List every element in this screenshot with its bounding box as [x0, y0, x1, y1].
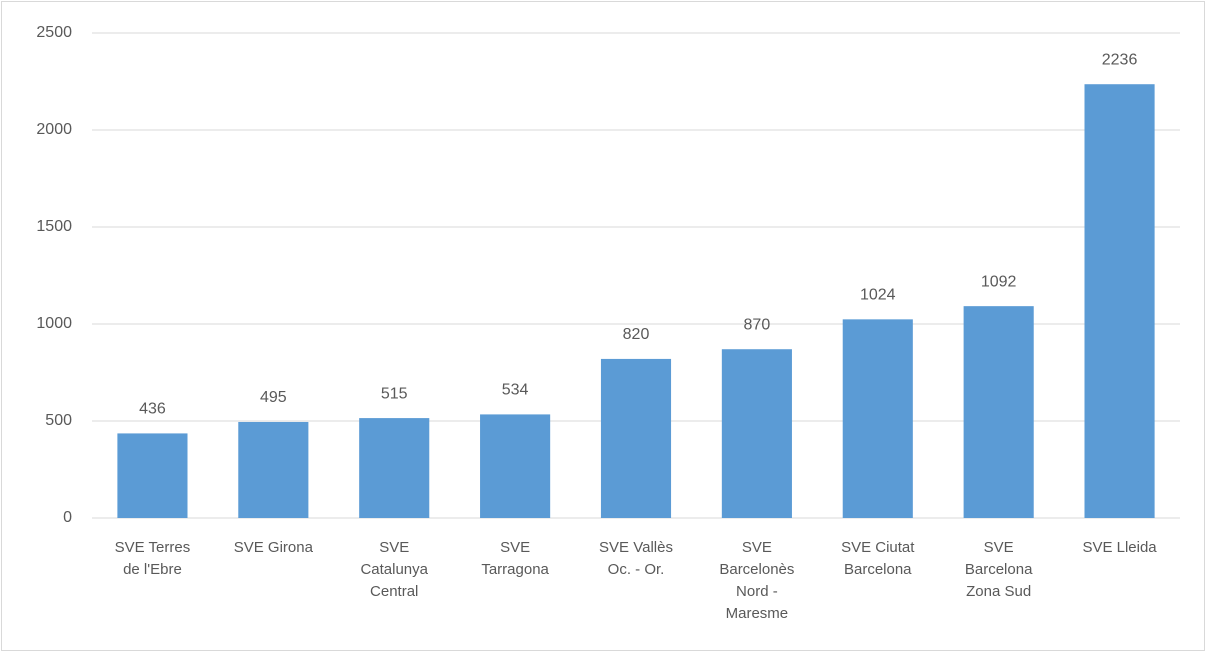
y-tick-label: 2000: [36, 121, 72, 138]
value-label: 820: [623, 326, 650, 343]
y-tick-label: 1000: [36, 315, 72, 332]
value-label: 495: [260, 389, 287, 406]
bar: [1084, 84, 1155, 518]
x-tick-label: SVE Terres de l'Ebre: [114, 539, 191, 578]
bar: [842, 319, 913, 518]
y-tick-label: 2500: [36, 24, 72, 41]
bar: [117, 433, 188, 518]
y-tick-label: 500: [45, 412, 72, 429]
y-tick-label: 0: [63, 509, 72, 526]
value-label: 436: [139, 401, 166, 418]
x-tick-label: SVE Ciutat Barcelona: [841, 539, 915, 578]
value-label: 1024: [860, 287, 896, 304]
bar: [359, 418, 430, 518]
x-tick-label: SVE Barcelonès Nord - Maresme: [719, 539, 795, 622]
x-tick-label: SVE Lleida: [1082, 539, 1157, 556]
value-label: 534: [502, 382, 529, 399]
value-label: 870: [744, 316, 771, 333]
bar: [480, 414, 551, 518]
y-tick-label: 1500: [36, 218, 72, 235]
x-tick-label: SVE Girona: [233, 539, 313, 556]
bar: [963, 306, 1034, 518]
x-tick-label: SVE Catalunya Central: [360, 539, 428, 600]
bar: [600, 358, 672, 518]
value-label: 1092: [981, 273, 1017, 290]
x-tick-label: SVE Vallès Oc. - Or.: [599, 539, 673, 578]
x-tick-label: SVE Tarragona: [481, 539, 549, 578]
bar: [721, 349, 792, 518]
value-label: 515: [381, 385, 408, 402]
bar: [238, 421, 309, 518]
x-tick-label: SVE Barcelona Zona Sud: [964, 539, 1033, 600]
value-label: 2236: [1102, 51, 1138, 68]
